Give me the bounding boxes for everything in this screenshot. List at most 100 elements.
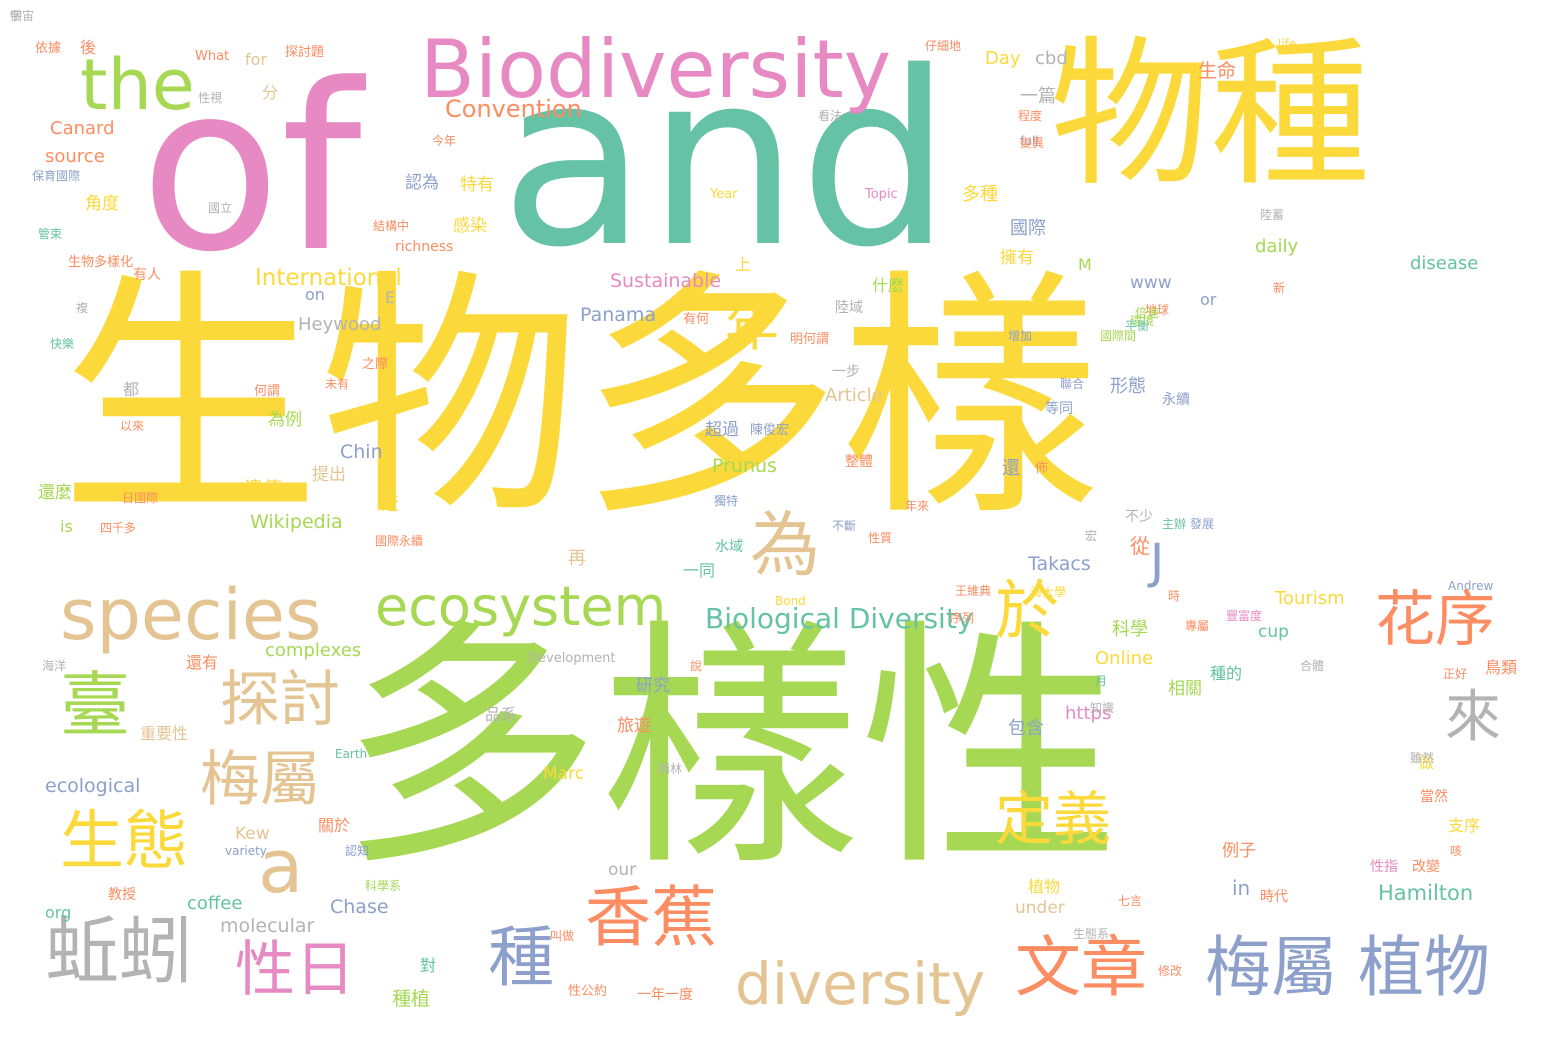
word-complexes-42: complexes bbox=[265, 640, 362, 661]
word-cjk-163: 整體 bbox=[845, 454, 873, 470]
word-cjk-11: 年 bbox=[725, 295, 779, 358]
word-org-67: org bbox=[45, 903, 72, 922]
word-e-65: E bbox=[385, 288, 396, 307]
word-cjk-105: 相關 bbox=[1168, 679, 1202, 699]
word-cjk-165: 佈 bbox=[1035, 461, 1049, 476]
word-cjk-98: 還麼 bbox=[38, 483, 72, 503]
word-cjk-150: 都 bbox=[123, 380, 140, 399]
word-on-64: on bbox=[305, 285, 325, 304]
word-cjk-173: 海大學 bbox=[1030, 585, 1067, 599]
word-cup-73: cup bbox=[1258, 622, 1289, 642]
word-cjk-171: 發展 bbox=[1190, 517, 1215, 531]
word-cjk-82: 認為 bbox=[405, 173, 439, 193]
word-cjk-108: 種的 bbox=[1210, 664, 1243, 683]
word-cjk-143: 國立 bbox=[208, 201, 233, 215]
word-cjk-2: 生物多樣 bbox=[60, 249, 1100, 551]
word-cjk-195: 平衡 bbox=[1125, 319, 1150, 333]
word-cjk-185: 正好 bbox=[1443, 667, 1468, 681]
word-prunus-37: Prunus bbox=[712, 455, 777, 477]
word-cjk-134: 主辦 bbox=[1162, 517, 1187, 531]
word-cjk-3: 多樣性 bbox=[340, 599, 1120, 901]
word-daily-51: daily bbox=[1255, 236, 1299, 257]
word-cjk-15: 梅屬 bbox=[200, 745, 320, 815]
word-cjk-129: 七言 bbox=[1118, 894, 1143, 908]
word-takacs-39: Takacs bbox=[1028, 553, 1091, 575]
word-cjk-79: 生命 bbox=[1198, 60, 1237, 82]
word-coffee-44: coffee bbox=[187, 893, 243, 914]
word-day-53: Day bbox=[985, 48, 1021, 69]
word-cjk-156: 四千多 bbox=[100, 521, 137, 535]
word-full-57: full bbox=[1020, 134, 1039, 148]
word-cjk-141: 看法 bbox=[818, 109, 843, 123]
word-what-55: What bbox=[195, 49, 230, 64]
word-cjk-13: 臺 bbox=[60, 664, 130, 746]
word-tourism-41: Tourism bbox=[1275, 588, 1345, 609]
word-life-56: life bbox=[1278, 37, 1297, 51]
word-ecological-43: ecological bbox=[45, 775, 141, 797]
word-cjk-123: 教授 bbox=[108, 887, 136, 903]
word-under-71: under bbox=[1015, 898, 1065, 918]
word-cjk-122: 認知 bbox=[345, 844, 370, 858]
word-cjk-152: 何謂 bbox=[254, 384, 281, 399]
word-of-0: of bbox=[140, 36, 362, 303]
word-cjk-168: 年來 bbox=[905, 499, 930, 513]
word-cjk-183: 專屬 bbox=[1185, 619, 1210, 633]
word-biological-diversity-28: Biological Diversity bbox=[705, 602, 974, 635]
word-cjk-117: 種植 bbox=[392, 988, 431, 1010]
word-cjk-26: 梅屬 植物 bbox=[1205, 929, 1490, 1006]
word-cjk-181: 雖然 bbox=[1410, 751, 1435, 765]
word-cjk-187: 說 bbox=[690, 659, 703, 673]
word-cjk-111: 做 bbox=[1418, 753, 1435, 772]
word-cjk-99: 近 bbox=[382, 495, 399, 515]
word-cjk-14: 探討 bbox=[220, 665, 340, 735]
word-cjk-174: 豐富度 bbox=[1226, 609, 1263, 623]
word-cjk-179: 月 bbox=[1095, 674, 1108, 688]
word-international-30: International bbox=[255, 265, 402, 291]
word-cjk-109: 品系 bbox=[485, 705, 518, 724]
word-cjk-170: 宏 bbox=[1085, 529, 1098, 543]
word-a-18: a bbox=[258, 824, 304, 910]
word-cjk-188: 增加 bbox=[1008, 329, 1033, 343]
word-cjk-128: 時代 bbox=[1260, 889, 1288, 905]
word-bond-77: Bond bbox=[775, 594, 806, 608]
word-cjk-133: 不少 bbox=[1125, 509, 1153, 525]
word-species-7: species bbox=[60, 574, 322, 656]
word-cjk-80: 一篇 bbox=[1020, 86, 1056, 107]
word-year-59: Year bbox=[710, 187, 738, 202]
word-cjk-154: 未有 bbox=[325, 377, 350, 391]
word-cjk-95: 陳俊宏 bbox=[750, 423, 790, 438]
word-cjk-157: 國際永續 bbox=[375, 534, 424, 548]
word-cjk-17: 生態 bbox=[60, 805, 188, 879]
word-earth-75: Earth bbox=[335, 747, 368, 761]
word-online-47: Online bbox=[1095, 648, 1154, 669]
word-kew-68: Kew bbox=[235, 824, 270, 844]
word-cjk-124: 科學系 bbox=[365, 879, 402, 893]
word-cjk-169: 獨特 bbox=[714, 494, 739, 508]
word-convention-29: Convention bbox=[445, 95, 582, 123]
word-https-48: https bbox=[1065, 703, 1112, 724]
word-cjk-20: 蚯蚓 bbox=[45, 909, 193, 995]
word-cjk-10: 於 bbox=[995, 575, 1059, 649]
word-m-61: M bbox=[1078, 255, 1092, 274]
word-cjk-178: 合體 bbox=[1300, 659, 1325, 673]
word-cjk-131: 性指 bbox=[1370, 859, 1398, 875]
word-molecular-46: molecular bbox=[220, 915, 315, 937]
word-cjk-101: 再 bbox=[568, 548, 586, 569]
word-andrew-76: Andrew bbox=[1448, 579, 1494, 593]
word-cjk-162: 聯合 bbox=[1060, 377, 1085, 391]
word-cjk-177: 海洋 bbox=[42, 659, 67, 673]
word-cjk-85: 感染 bbox=[453, 216, 487, 236]
word-cjk-97: 提出 bbox=[312, 465, 346, 485]
word-cjk-22: 香蕉 bbox=[585, 879, 717, 956]
word-cjk-151: 以來 bbox=[120, 419, 145, 433]
word-cjk-197: 程度 bbox=[1018, 109, 1043, 123]
word-cjk-192: 地球 bbox=[1145, 303, 1170, 317]
word-the-6: the bbox=[80, 44, 195, 126]
word-cjk-119: 性公約 bbox=[568, 984, 608, 999]
word-for-54: for bbox=[245, 50, 267, 69]
word-is-66: is bbox=[60, 517, 73, 536]
word-cjk-172: 王維典 bbox=[955, 584, 992, 598]
word-cjk-145: 生物多樣化 bbox=[68, 255, 134, 270]
word-cjk-89: 上 bbox=[735, 255, 752, 274]
